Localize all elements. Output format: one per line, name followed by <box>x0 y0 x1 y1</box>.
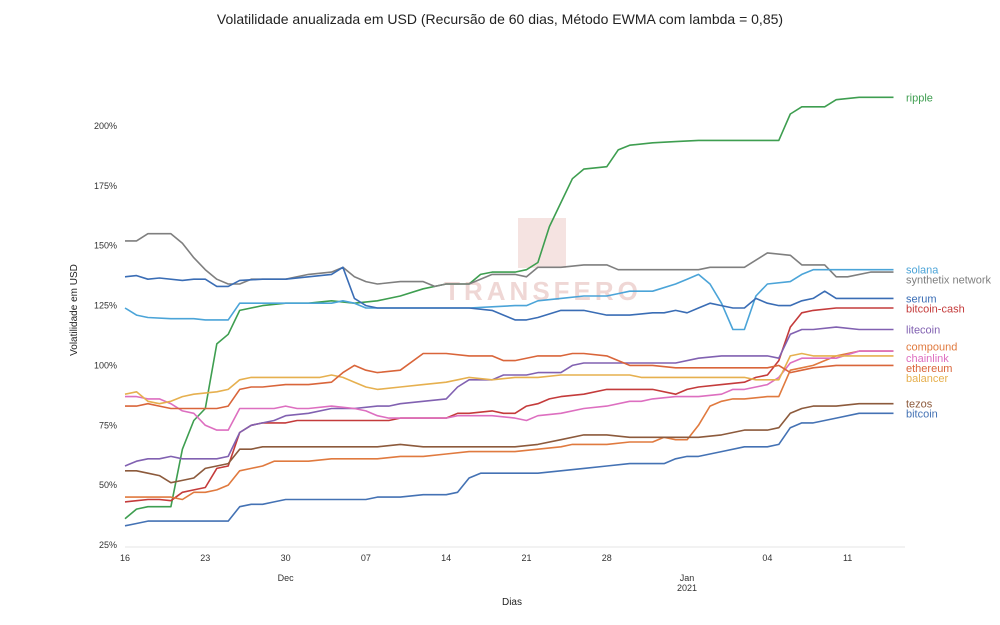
x-tick-label: 30 <box>281 553 291 563</box>
x-tick-label: 21 <box>521 553 531 563</box>
x-tick-sublabel: 2021 <box>677 583 697 593</box>
y-tick-label: 100% <box>94 360 117 370</box>
x-tick-label: 23 <box>200 553 210 563</box>
y-tick-label: 175% <box>94 181 117 191</box>
series-line-synthetix-network <box>125 232 894 288</box>
end-label-balancer: balancer <box>906 373 949 385</box>
series-line-serum <box>124 266 894 321</box>
y-tick-label: 150% <box>94 241 117 251</box>
end-label-bitcoin: bitcoin <box>906 409 938 421</box>
end-label-serum: serum <box>906 293 937 305</box>
series-line-litecoin <box>124 326 894 467</box>
series-line-compound <box>125 350 894 501</box>
y-tick-label: 50% <box>99 480 117 490</box>
series-line-ethereum <box>125 352 894 410</box>
x-tick-label: 07 <box>361 553 371 563</box>
end-label-bitcoin-cash: bitcoin-cash <box>906 303 965 315</box>
end-label-tezos: tezos <box>906 399 933 411</box>
x-tick-label: Jan <box>680 573 695 583</box>
end-label-litecoin: litecoin <box>906 325 940 337</box>
x-tick-label: 14 <box>441 553 451 563</box>
series-line-tezos <box>125 402 894 484</box>
series-line-chainlink <box>125 350 894 431</box>
end-label-compound: compound <box>906 341 957 353</box>
end-label-ripple: ripple <box>906 92 933 104</box>
x-tick-label: 04 <box>762 553 772 563</box>
end-label-solana: solana <box>906 265 939 277</box>
series-line-bitcoin <box>124 412 894 527</box>
series-line-bitcoin-cash <box>124 307 894 503</box>
y-tick-label: 125% <box>94 301 117 311</box>
end-label-chainlink: chainlink <box>906 353 949 365</box>
y-axis-ticks: 25% 50% 75% 100% 125% 150% 175% 200% <box>94 121 117 550</box>
series-line-ripple <box>124 96 894 520</box>
x-tick-label: 11 <box>843 553 852 563</box>
series-line-solana <box>124 268 894 331</box>
watermark-logo <box>518 218 566 268</box>
chart-title: Volatilidade anualizada em USD (Recursão… <box>217 11 783 27</box>
x-tick-sublabel: Dec <box>278 573 295 583</box>
y-tick-label: 75% <box>99 420 117 430</box>
x-tick-label: 16 <box>120 553 130 563</box>
series-lines <box>124 96 894 527</box>
y-tick-label: 200% <box>94 121 117 131</box>
y-axis-label: Volatilidade em USD <box>69 264 80 356</box>
x-tick-label: 28 <box>602 553 612 563</box>
x-axis-label: Dias <box>502 597 522 608</box>
y-tick-label: 25% <box>99 540 117 550</box>
watermark: TRANSFERO <box>444 218 638 306</box>
end-label-synthetix-network: synthetix network <box>906 275 991 287</box>
series-line-balancer <box>124 352 894 405</box>
end-label-ethereum: ethereum <box>906 363 952 375</box>
